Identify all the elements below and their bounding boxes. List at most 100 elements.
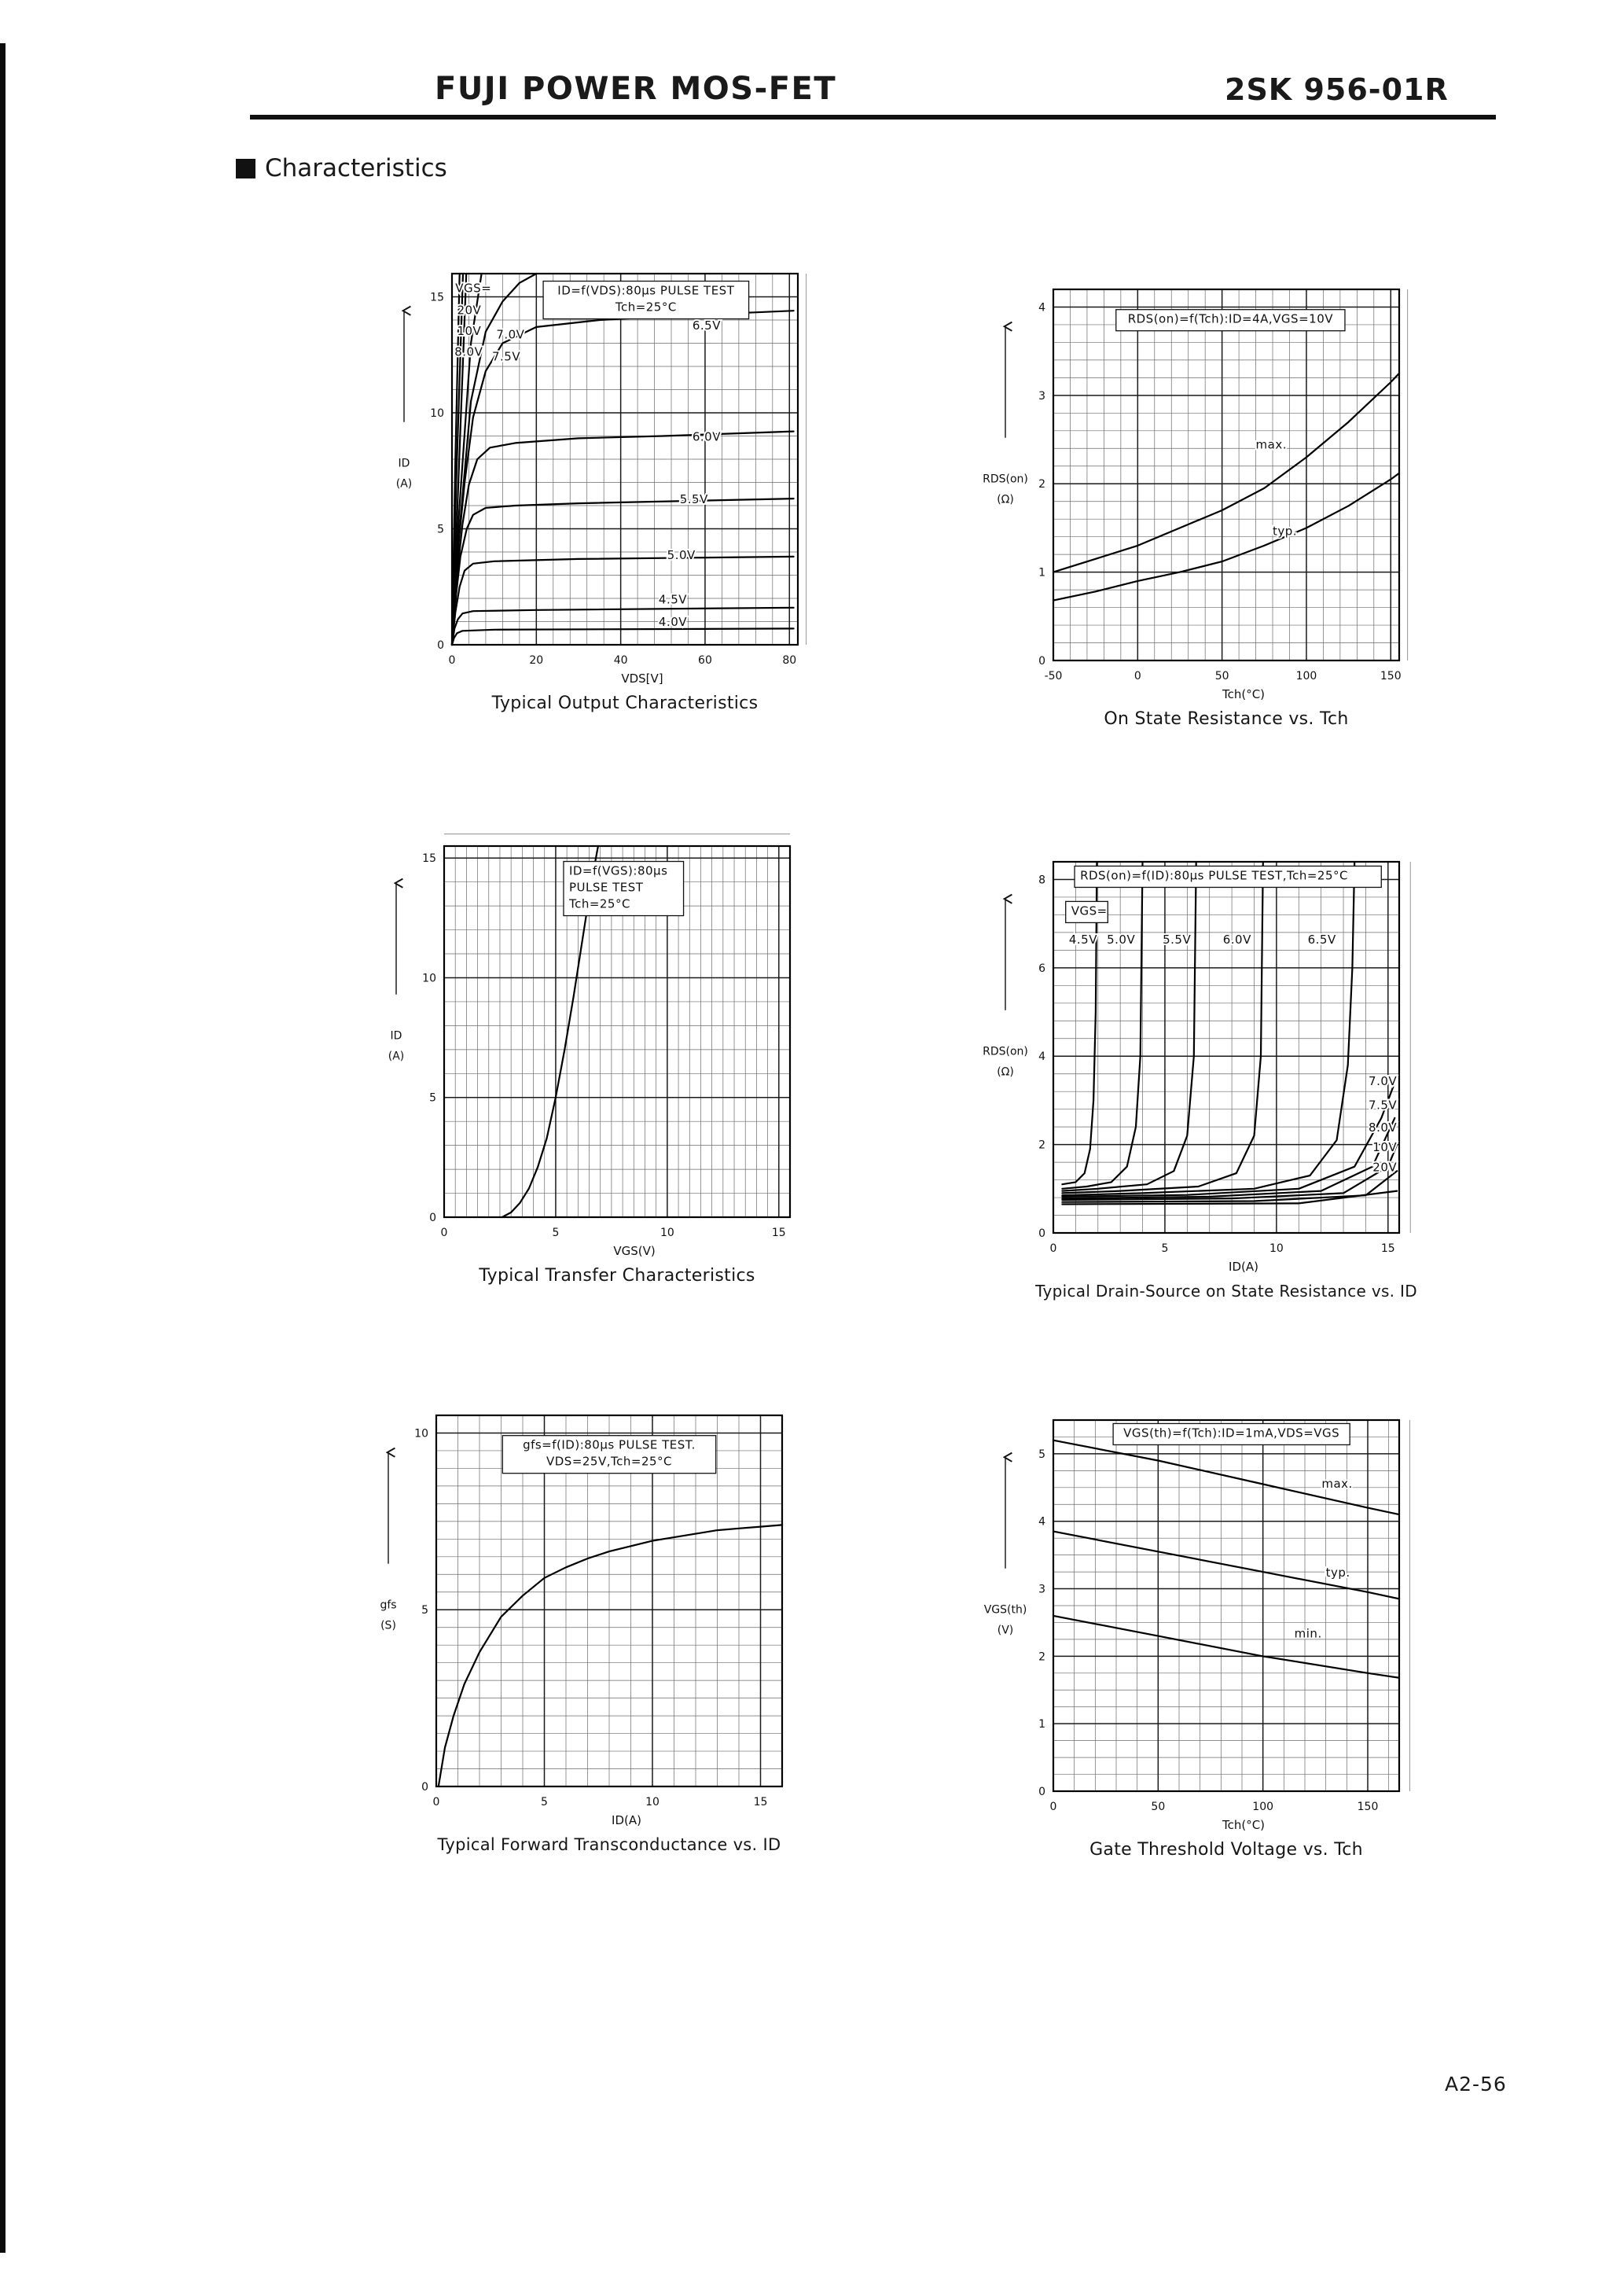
svg-text:5: 5 bbox=[1038, 1448, 1045, 1461]
svg-text:5: 5 bbox=[421, 1604, 428, 1617]
svg-text:8.0V: 8.0V bbox=[454, 345, 483, 359]
svg-text:(A): (A) bbox=[388, 1050, 405, 1062]
svg-text:100: 100 bbox=[1296, 670, 1317, 683]
svg-text:0: 0 bbox=[441, 1227, 448, 1239]
svg-text:ID: ID bbox=[391, 1029, 402, 1042]
svg-text:6.5V: 6.5V bbox=[1308, 933, 1336, 947]
svg-text:Tch(°C): Tch(°C) bbox=[1222, 1818, 1265, 1832]
svg-text:RDS(on)=f(Tch):ID=4A,VGS=10V: RDS(on)=f(Tch):ID=4A,VGS=10V bbox=[1128, 312, 1334, 326]
svg-text:6.0V: 6.0V bbox=[693, 429, 721, 443]
svg-text:4.5V: 4.5V bbox=[1069, 933, 1097, 947]
chart-block-gate-threshold-voltage: 0 50 100 150 0 1 2 3 4 5 Tch(°C) VGS(th) (V) VGS(th)=… bbox=[971, 1398, 1442, 1860]
svg-text:0: 0 bbox=[1038, 1786, 1045, 1798]
svg-text:5.0V: 5.0V bbox=[1107, 933, 1135, 947]
svg-text:RDS(on): RDS(on) bbox=[983, 473, 1028, 485]
svg-text:ID(A): ID(A) bbox=[1229, 1260, 1258, 1274]
svg-text:10: 10 bbox=[1269, 1242, 1284, 1255]
svg-text:0: 0 bbox=[433, 1796, 440, 1808]
svg-text:5.5V: 5.5V bbox=[680, 492, 708, 506]
svg-text:ID=f(VGS):80μs: ID=f(VGS):80μs bbox=[569, 864, 667, 878]
svg-text:15: 15 bbox=[430, 292, 444, 304]
svg-text:5: 5 bbox=[429, 1092, 436, 1105]
svg-text:80: 80 bbox=[782, 654, 796, 667]
svg-text:2: 2 bbox=[1038, 1139, 1045, 1152]
chart-caption: Gate Threshold Voltage vs. Tch bbox=[1089, 1840, 1363, 1860]
chart-caption: Typical Output Characteristics bbox=[491, 694, 759, 713]
chart-caption: On State Resistance vs. Tch bbox=[1104, 709, 1349, 729]
output-characteristics-chart: 0 20 40 60 80 0 5 10 15 VDS[V] ID (A) ID=f(VDS):80μs… bbox=[396, 272, 807, 686]
svg-text:4.5V: 4.5V bbox=[659, 592, 687, 606]
svg-text:5: 5 bbox=[1161, 1242, 1168, 1255]
svg-text:Tch=25°C: Tch=25°C bbox=[568, 897, 630, 911]
svg-text:4: 4 bbox=[1038, 1050, 1045, 1063]
svg-text:4: 4 bbox=[1038, 301, 1045, 314]
chart-block-rdson-vs-id: 0 5 10 15 0 2 4 6 8 ID(A) RDS(on) (Ω) RDS(on)=f(ID):… bbox=[971, 840, 1442, 1301]
svg-text:50: 50 bbox=[1215, 670, 1229, 683]
chart-caption: Typical Forward Transconductance vs. ID bbox=[437, 1835, 781, 1854]
svg-text:typ.: typ. bbox=[1273, 524, 1297, 538]
svg-text:0: 0 bbox=[1050, 1242, 1057, 1255]
svg-text:VGS=: VGS= bbox=[455, 281, 491, 296]
svg-text:(Ω): (Ω) bbox=[997, 493, 1014, 506]
svg-text:0: 0 bbox=[421, 1781, 428, 1794]
svg-text:5: 5 bbox=[552, 1227, 559, 1239]
svg-text:6.5V: 6.5V bbox=[693, 318, 721, 333]
svg-text:7.5V: 7.5V bbox=[1369, 1098, 1397, 1113]
svg-text:gfs: gfs bbox=[380, 1599, 396, 1611]
svg-text:3: 3 bbox=[1038, 1584, 1045, 1596]
svg-text:15: 15 bbox=[772, 1227, 786, 1239]
svg-text:ID=f(VDS):80μs PULSE TEST: ID=f(VDS):80μs PULSE TEST bbox=[557, 284, 734, 298]
svg-text:0: 0 bbox=[1038, 1227, 1045, 1240]
svg-text:6.0V: 6.0V bbox=[1223, 933, 1251, 947]
svg-text:15: 15 bbox=[1381, 1242, 1395, 1255]
svg-text:1: 1 bbox=[1038, 1718, 1045, 1731]
svg-text:15: 15 bbox=[422, 852, 436, 865]
header-divider bbox=[250, 115, 1496, 120]
svg-text:15: 15 bbox=[754, 1796, 768, 1808]
svg-text:VGS(th): VGS(th) bbox=[984, 1603, 1027, 1616]
document-title: FUJI POWER MOS-FET bbox=[435, 71, 837, 107]
svg-text:10V: 10V bbox=[457, 324, 481, 338]
svg-text:40: 40 bbox=[614, 654, 628, 667]
svg-text:0: 0 bbox=[1038, 655, 1045, 668]
svg-text:10V: 10V bbox=[1372, 1140, 1397, 1154]
svg-text:10: 10 bbox=[414, 1427, 428, 1440]
svg-text:max.: max. bbox=[1256, 437, 1287, 451]
svg-text:0: 0 bbox=[429, 1212, 436, 1224]
section-title-text: Characteristics bbox=[265, 154, 447, 182]
gate-threshold-voltage-chart: 0 50 100 150 0 1 2 3 4 5 Tch(°C) VGS(th) (V) VGS(th)=… bbox=[984, 1418, 1410, 1832]
svg-text:10: 10 bbox=[660, 1227, 674, 1239]
svg-text:(S): (S) bbox=[380, 1619, 396, 1632]
svg-text:6: 6 bbox=[1038, 962, 1045, 975]
svg-text:5.0V: 5.0V bbox=[667, 548, 696, 562]
svg-text:min.: min. bbox=[1295, 1626, 1322, 1640]
svg-text:5: 5 bbox=[437, 524, 444, 536]
chart-caption: Typical Transfer Characteristics bbox=[479, 1266, 755, 1286]
svg-text:VGS(th)=f(Tch):ID=1mA,VDS=VGS: VGS(th)=f(Tch):ID=1mA,VDS=VGS bbox=[1123, 1426, 1339, 1440]
transfer-characteristics-chart: 0 5 10 15 0 5 10 15 VGS(V) ID (A) ID=f(VGS):80μs PUL… bbox=[388, 833, 792, 1258]
svg-text:5.5V: 5.5V bbox=[1163, 933, 1191, 947]
svg-text:50: 50 bbox=[1151, 1801, 1165, 1813]
svg-text:20V: 20V bbox=[1372, 1160, 1397, 1174]
svg-text:0: 0 bbox=[449, 654, 456, 667]
svg-text:2: 2 bbox=[1038, 478, 1045, 491]
chart-block-on-state-resistance-vs-tch: -50 0 50 100 150 0 1 2 3 4 Tch(°C) RDS(on) (Ω) RDS(on… bbox=[971, 267, 1442, 729]
svg-text:10: 10 bbox=[645, 1796, 660, 1808]
svg-text:8: 8 bbox=[1038, 874, 1045, 886]
scan-artifact-left-edge bbox=[0, 43, 6, 2253]
svg-text:100: 100 bbox=[1252, 1801, 1273, 1813]
svg-text:20V: 20V bbox=[457, 304, 481, 318]
svg-text:5: 5 bbox=[541, 1796, 548, 1808]
svg-text:(A): (A) bbox=[396, 477, 413, 490]
svg-text:10: 10 bbox=[430, 407, 444, 420]
svg-text:(V): (V) bbox=[998, 1624, 1014, 1636]
chart-block-forward-transconductance: 0 5 10 15 0 5 10 ID(A) gfs (S) gfs=f(ID):80μs PULS… bbox=[354, 1393, 825, 1854]
on-state-resistance-chart: -50 0 50 100 15001234Tch(°C)RDS(on)(Ω)RDS(on… bbox=[983, 288, 1409, 701]
svg-text:4.0V: 4.0V bbox=[659, 615, 687, 629]
forward-transconductance-chart: 0 5 10 15 0 5 10 ID(A) gfs (S) gfs=f(ID):80μs PULS… bbox=[380, 1414, 784, 1827]
svg-text:VGS(V): VGS(V) bbox=[613, 1244, 655, 1258]
svg-text:10: 10 bbox=[422, 972, 436, 984]
part-number: 2SK 956-01R bbox=[1225, 72, 1449, 107]
svg-text:Tch(°C): Tch(°C) bbox=[1222, 687, 1265, 701]
